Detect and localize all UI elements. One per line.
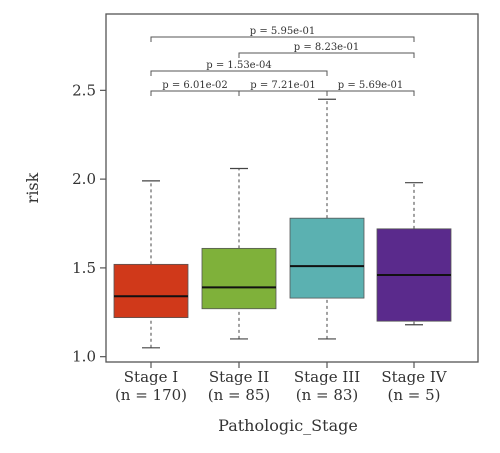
category-label: Stage IV xyxy=(381,368,447,386)
category-count-label: (n = 5) xyxy=(387,386,440,404)
p-value-label: p = 1.53e-04 xyxy=(206,60,271,71)
y-tick-label: 2.0 xyxy=(72,170,96,188)
box-iqr xyxy=(113,263,189,319)
y-axis-title: risk xyxy=(23,172,42,203)
box-iqr xyxy=(201,247,277,310)
p-value-label: p = 5.95e-01 xyxy=(250,26,315,37)
comparison-bracket xyxy=(150,70,328,76)
category-count-label: (n = 83) xyxy=(296,386,359,404)
comparison-brackets: p = 6.01e-02 p = 7.21e-01 p = 5.69e-01 p = … xyxy=(150,26,415,96)
comparison-bracket xyxy=(326,90,415,96)
p-value-label: p = 8.23e-01 xyxy=(294,42,359,53)
category-count-label: (n = 85) xyxy=(208,386,271,404)
category-label: Stage I xyxy=(124,368,178,386)
boxes xyxy=(113,98,452,349)
plot-frame xyxy=(105,13,479,363)
p-value-label: p = 6.01e-02 xyxy=(162,80,227,91)
category-count-label: (n = 170) xyxy=(115,386,187,404)
x-axis-title: Pathologic_Stage xyxy=(218,416,358,435)
category-label: Stage III xyxy=(294,368,360,386)
y-tick-label: 1.0 xyxy=(72,348,96,366)
box-iqr xyxy=(289,217,365,299)
y-axis: 1.0 1.5 2.0 2.5 xyxy=(72,81,106,366)
comparison-bracket xyxy=(238,52,415,58)
y-tick-label: 1.5 xyxy=(72,259,96,277)
y-tick-label: 2.5 xyxy=(72,81,96,99)
comparison-bracket xyxy=(238,90,328,96)
category-label: Stage II xyxy=(209,368,269,386)
comparison-bracket xyxy=(150,36,415,42)
p-value-label: p = 5.69e-01 xyxy=(338,80,403,91)
p-value-label: p = 7.21e-01 xyxy=(250,80,315,91)
comparison-bracket xyxy=(150,90,240,96)
x-axis-labels: Stage I(n = 170) Stage II(n = 85) Stage II… xyxy=(115,362,448,404)
